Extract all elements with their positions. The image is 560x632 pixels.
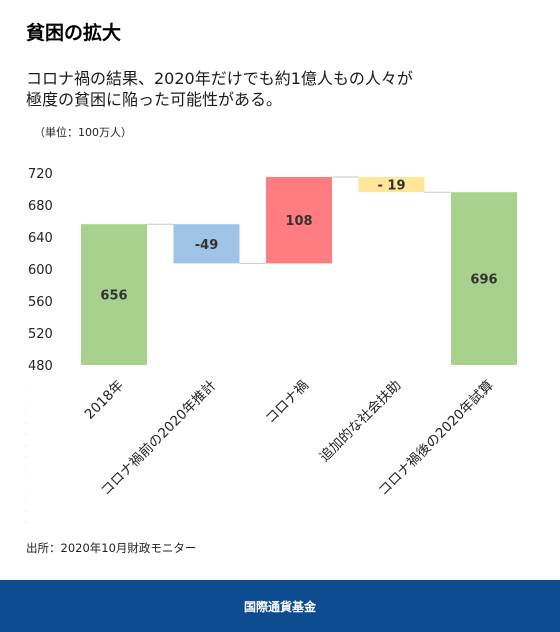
data-label: 696 [470,273,497,288]
data-label: 656 [100,289,127,304]
bar-support [358,177,425,193]
y-tick-label: 600 [28,263,53,278]
x-tick-label: コロナ禍 [262,378,311,427]
bar-increase [266,177,332,264]
y-tick-label: 720 [28,167,53,182]
bar-decrease [173,224,240,264]
x-tick-label: 追加的な社会扶助 [317,378,405,466]
y-tick-label: 520 [28,327,53,342]
y-tick-label: 640 [28,231,53,246]
data-label: 108 [285,214,312,229]
footer-org-name: 国際通貨基金 [243,599,316,614]
y-tick-label: 480 [28,359,53,374]
data-label: -49 [195,238,219,253]
chart-title: 貧困の拡大 [26,22,122,44]
subtitle-line-2: 極度の貧困に陥った可能性がある。 [26,90,283,109]
source-note: 出所：2020年10月財政モニター [26,541,197,555]
x-tick-label: 2018年 [82,378,127,423]
subtitle-line-1: コロナ禍の結果、2020年だけでも約1億人もの人々が [26,69,413,88]
y-tick-label: 560 [28,295,53,310]
bar-total [81,224,147,365]
bar-total [451,192,517,365]
data-label: - 19 [377,179,405,194]
footer-bar: 国際通貨基金 [0,580,560,632]
waterfall-chart: 4805205606006406807206562018年-49コロナ禍前の20… [25,167,517,530]
unit-label: （単位：100万人） [34,126,132,139]
chart-subtitle: コロナ禍の結果、2020年だけでも約1億人もの人々が 極度の貧困に陥った可能性が… [26,68,536,110]
y-tick-label: 680 [28,199,53,214]
